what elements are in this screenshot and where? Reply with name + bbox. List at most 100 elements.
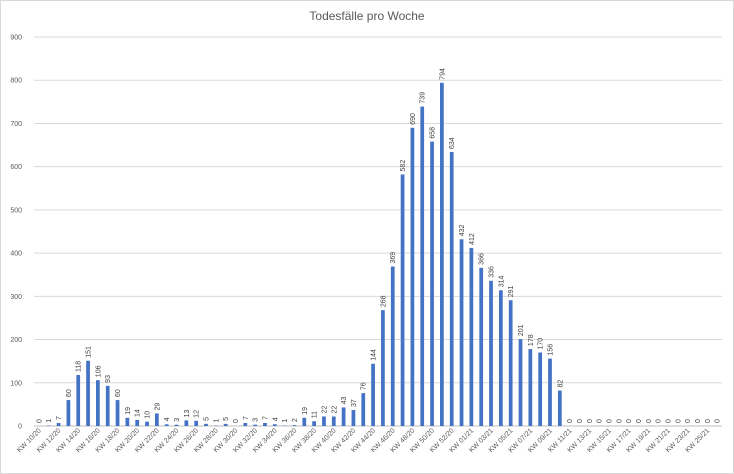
bar: [489, 280, 493, 426]
data-label: 0: [685, 419, 692, 423]
data-label: 0: [715, 419, 722, 423]
data-label: 82: [557, 380, 564, 388]
data-label: 4: [272, 417, 279, 421]
data-label: 5: [223, 417, 230, 421]
data-label: 0: [695, 419, 702, 423]
data-label: 37: [351, 399, 358, 407]
y-tick-label: 400: [10, 251, 22, 258]
data-label: 93: [105, 375, 112, 383]
gridlines: [34, 36, 722, 427]
bar: [449, 151, 454, 426]
bar: [459, 239, 464, 426]
bar: [154, 413, 159, 426]
bar: [145, 421, 149, 426]
data-label: 0: [646, 419, 653, 423]
data-label: 412: [469, 233, 476, 245]
data-label: 0: [606, 419, 613, 423]
data-label: 0: [675, 419, 682, 423]
bar: [341, 407, 346, 426]
y-tick-label: 700: [10, 121, 22, 128]
data-label: 118: [76, 361, 83, 372]
data-label: 19: [125, 407, 132, 415]
bar: [105, 385, 110, 426]
bar: [518, 339, 523, 426]
data-label: 43: [341, 397, 348, 405]
bar: [66, 400, 71, 426]
bar: [381, 310, 385, 426]
bar: [498, 290, 503, 426]
data-label: 151: [86, 346, 93, 358]
bar: [361, 393, 366, 426]
data-label: 7: [243, 416, 250, 420]
bar: [174, 424, 179, 426]
data-label: 144: [371, 349, 378, 361]
bars: [46, 82, 562, 427]
data-label: 76: [361, 382, 368, 390]
chart-title: Todesfälle pro Woche: [309, 9, 425, 23]
data-label: 170: [538, 338, 545, 350]
data-label: 156: [548, 344, 555, 356]
data-label: 366: [479, 253, 486, 265]
data-label: 0: [656, 419, 663, 423]
bar: [164, 424, 169, 426]
bar: [508, 300, 513, 426]
bar: [322, 416, 326, 426]
data-label: 106: [95, 365, 102, 377]
y-tick-label: 600: [10, 164, 22, 171]
bar: [390, 266, 395, 426]
data-label: 658: [430, 127, 437, 139]
data-label: 0: [587, 419, 594, 423]
data-label: 3: [253, 418, 260, 422]
data-label: 4: [164, 417, 171, 421]
bar: [96, 380, 100, 426]
data-label: 19: [302, 407, 309, 415]
data-label: 582: [400, 160, 407, 172]
bar: [430, 141, 434, 426]
data-label: 0: [597, 419, 604, 423]
bar: [440, 82, 444, 426]
bar: [253, 424, 258, 426]
data-label: 268: [380, 295, 387, 307]
bar: [243, 422, 248, 426]
bar: [272, 424, 277, 426]
bar: [528, 349, 533, 426]
bar: [223, 423, 228, 426]
bar: [331, 416, 336, 426]
data-label: 5: [204, 417, 211, 421]
data-label: 60: [115, 389, 122, 397]
data-label: 1: [282, 419, 289, 423]
data-label: 10: [145, 411, 152, 419]
bar: [400, 174, 405, 426]
data-label: 2: [292, 418, 299, 422]
data-label: 13: [184, 409, 191, 417]
data-label: 201: [518, 324, 525, 336]
bar: [135, 419, 140, 426]
data-label: 0: [36, 419, 43, 423]
data-label: 291: [508, 285, 515, 297]
y-tick-label: 500: [10, 207, 22, 214]
bar: [351, 410, 356, 426]
data-label: 1: [213, 419, 220, 423]
bar: [302, 417, 307, 426]
data-label: 0: [577, 419, 584, 423]
bar: [312, 421, 316, 426]
y-tick-label: 900: [10, 35, 22, 42]
bar: [184, 420, 189, 426]
data-label: 60: [66, 389, 73, 397]
data-label: 7: [262, 416, 269, 420]
bar: [410, 127, 415, 427]
bar: [76, 374, 81, 426]
y-tick-label: 300: [10, 294, 22, 301]
data-label: 314: [498, 275, 505, 287]
data-label: 0: [665, 419, 672, 423]
data-label: 634: [449, 137, 456, 149]
data-label: 3: [174, 418, 181, 422]
data-label: 0: [705, 419, 712, 423]
data-label: 432: [459, 224, 466, 236]
data-label: 0: [616, 419, 623, 423]
data-label: 29: [154, 403, 161, 411]
data-label: 0: [567, 419, 574, 423]
